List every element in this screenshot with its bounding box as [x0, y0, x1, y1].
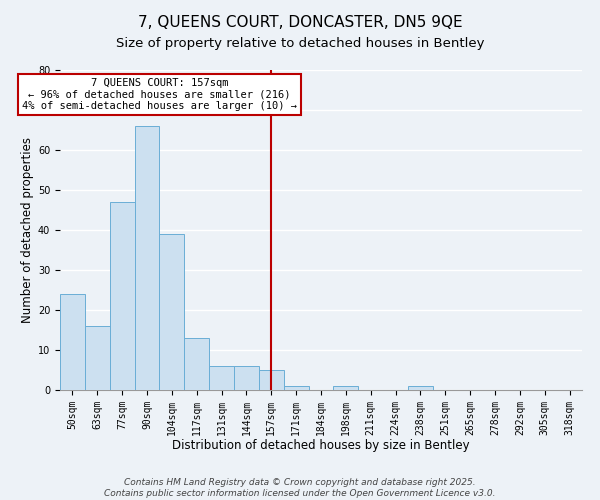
Bar — [284, 386, 308, 390]
Text: Size of property relative to detached houses in Bentley: Size of property relative to detached ho… — [116, 38, 484, 51]
Bar — [85, 326, 110, 390]
Bar — [134, 126, 160, 390]
Y-axis label: Number of detached properties: Number of detached properties — [21, 137, 34, 323]
Bar — [408, 386, 433, 390]
Bar — [209, 366, 234, 390]
Bar — [259, 370, 284, 390]
X-axis label: Distribution of detached houses by size in Bentley: Distribution of detached houses by size … — [172, 439, 470, 452]
Text: Contains HM Land Registry data © Crown copyright and database right 2025.
Contai: Contains HM Land Registry data © Crown c… — [104, 478, 496, 498]
Bar — [234, 366, 259, 390]
Text: 7, QUEENS COURT, DONCASTER, DN5 9QE: 7, QUEENS COURT, DONCASTER, DN5 9QE — [137, 15, 463, 30]
Bar — [184, 338, 209, 390]
Bar — [334, 386, 358, 390]
Bar — [160, 234, 184, 390]
Bar — [60, 294, 85, 390]
Text: 7 QUEENS COURT: 157sqm
← 96% of detached houses are smaller (216)
4% of semi-det: 7 QUEENS COURT: 157sqm ← 96% of detached… — [22, 78, 297, 111]
Bar — [110, 202, 134, 390]
